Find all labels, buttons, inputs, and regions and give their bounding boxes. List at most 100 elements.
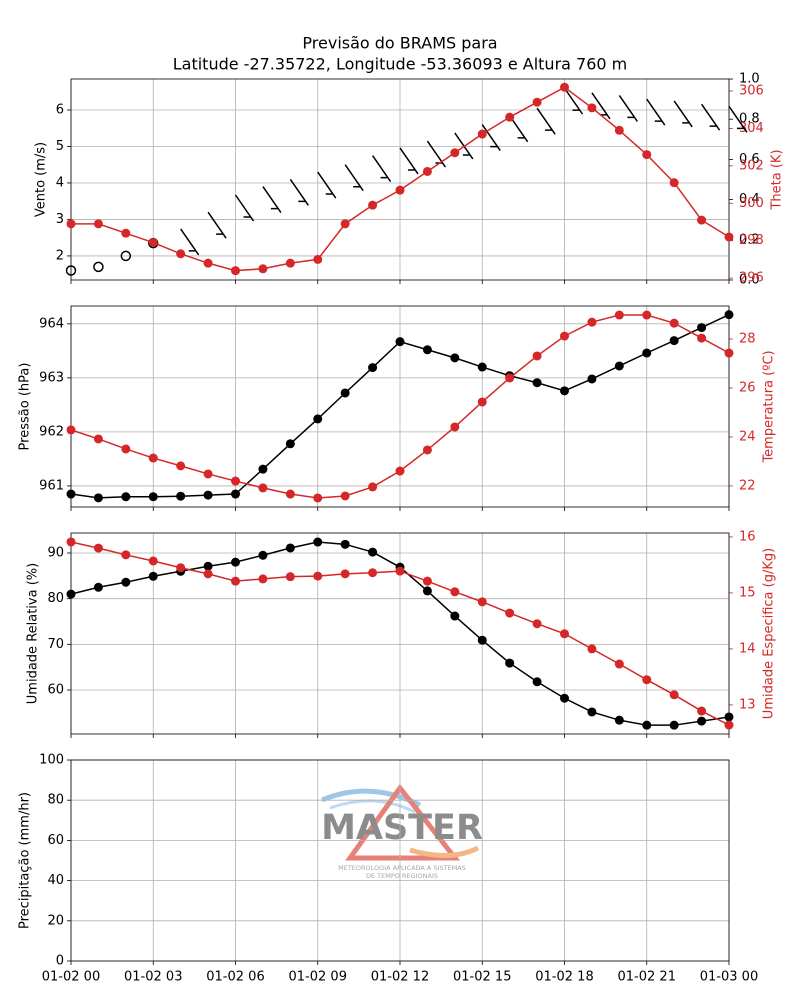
point	[258, 464, 268, 474]
x-tick-label: 01-02 00	[42, 970, 100, 985]
point	[395, 566, 405, 576]
point	[231, 266, 240, 276]
x-tick-label: 01-02 12	[371, 970, 429, 985]
point	[532, 378, 542, 388]
point	[93, 543, 103, 553]
point	[176, 491, 186, 501]
point	[532, 677, 542, 687]
wind-barb	[426, 140, 447, 168]
point	[669, 690, 679, 700]
x-tick-label: 01-02 21	[618, 970, 676, 985]
plot-frame	[70, 532, 730, 735]
calm-marker	[65, 265, 77, 276]
y-axis-label: Umidade Relativa (%)	[26, 563, 41, 704]
point	[313, 537, 323, 547]
y2-tick-label: 28	[739, 332, 756, 347]
point	[642, 348, 652, 358]
logo-tagline: METEOROLOGIA APLICADA A SISTEMAS	[338, 864, 466, 872]
point	[587, 103, 597, 113]
point	[66, 589, 76, 599]
y3-tick-label: 1.0	[739, 72, 760, 87]
wind-barb	[618, 94, 638, 122]
point	[66, 219, 76, 229]
y-tick-label: 90	[47, 546, 64, 561]
point	[148, 453, 158, 463]
y-tick-label: 20	[47, 913, 64, 928]
point	[669, 720, 679, 730]
point	[340, 569, 350, 579]
point	[642, 675, 652, 685]
y3-tick-label: 0.8	[739, 112, 760, 127]
point	[614, 310, 624, 320]
y2-tick-label: 306	[739, 83, 764, 98]
point	[203, 569, 213, 579]
point	[532, 351, 542, 361]
y2-tick-label: 22	[739, 478, 756, 493]
point	[395, 185, 405, 195]
point	[313, 254, 323, 264]
point	[560, 82, 569, 92]
point	[614, 125, 624, 135]
point	[340, 491, 350, 501]
point	[148, 571, 158, 581]
logo-name: MASTER	[321, 808, 483, 848]
point	[724, 720, 734, 730]
y2-tick-label: 26	[739, 381, 756, 396]
point	[450, 587, 460, 597]
point	[258, 550, 268, 560]
point	[697, 215, 707, 225]
point	[450, 611, 460, 621]
y3-tick-label: 0.6	[739, 152, 760, 167]
x-tick-label: 01-02 18	[535, 970, 593, 985]
wind-barb	[673, 100, 693, 128]
y-tick-label: 963	[39, 370, 64, 385]
point	[340, 388, 350, 398]
x-tick-label: 01-02 09	[289, 970, 347, 985]
y3-tick-label: 0.4	[739, 192, 760, 207]
point	[477, 397, 487, 407]
point	[642, 720, 652, 730]
wind-barb	[234, 194, 255, 222]
point	[642, 150, 652, 160]
point	[93, 219, 103, 229]
point	[368, 363, 378, 373]
point	[505, 658, 515, 668]
point	[450, 422, 460, 432]
y-tick-label: 3	[56, 212, 64, 227]
point	[395, 337, 405, 347]
y2-tick-label: 24	[739, 429, 756, 444]
y-tick-label: 100	[39, 753, 64, 768]
point	[505, 112, 515, 122]
point	[560, 629, 569, 639]
point	[560, 386, 569, 396]
series	[66, 537, 734, 730]
point	[422, 345, 432, 355]
x-tick-label: 01-02 15	[453, 970, 511, 985]
point	[148, 556, 158, 566]
calm-marker	[93, 261, 104, 273]
y-axis-label: Vento (m/s)	[34, 142, 49, 217]
point	[697, 333, 707, 343]
wind-barb	[317, 171, 337, 199]
logo-arc	[329, 799, 416, 814]
y2-tick-label: 15	[739, 585, 756, 600]
wind-barb	[536, 107, 556, 135]
y3-tick-label: 0.2	[739, 232, 760, 247]
y2-axis-label: Theta (K)	[770, 149, 785, 210]
point	[450, 148, 460, 158]
point	[587, 707, 597, 717]
point	[285, 543, 295, 553]
point	[258, 483, 268, 493]
point	[450, 353, 460, 363]
point	[121, 228, 131, 238]
wind-barb	[563, 87, 584, 115]
logo-tagline: DE TEMPO REGIONAIS	[366, 872, 438, 880]
point	[203, 469, 213, 479]
point	[66, 489, 76, 499]
point	[66, 537, 76, 547]
point	[203, 258, 213, 268]
point	[203, 561, 213, 571]
chart-subtitle: Latitude -27.35722, Longitude -53.36093 …	[173, 55, 628, 74]
x-tick-label: 01-03 00	[700, 970, 758, 985]
